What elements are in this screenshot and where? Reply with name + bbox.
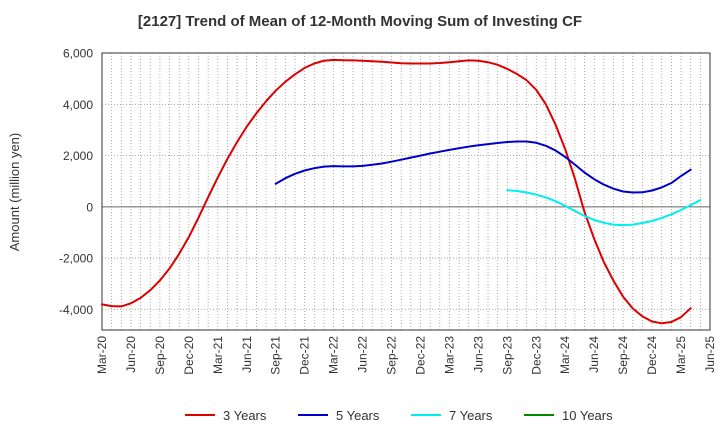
x-tick-label: Jun-23 — [471, 336, 485, 373]
x-tick-label: Jun-20 — [124, 336, 138, 373]
x-tick-label: Dec-20 — [182, 336, 196, 375]
y-axis-title: Amount (million yen) — [7, 133, 22, 252]
x-tick-label: Dec-24 — [645, 336, 659, 375]
x-tick-label: Mar-20 — [95, 336, 109, 374]
series-line-7-years — [506, 189, 702, 227]
legend-label-10-years: 10 Years — [562, 408, 613, 423]
y-tick-label: 4,000 — [63, 98, 93, 112]
x-tick-label: Mar-21 — [211, 336, 225, 374]
x-tick-label: Jun-25 — [703, 336, 717, 373]
x-tick-label: Jun-24 — [587, 336, 601, 373]
y-tick-label: -2,000 — [59, 252, 93, 266]
axis-layer: -4,000 -2,000 0 2,000 4,000 6,000 Mar-20 Jun-20… — [59, 47, 717, 375]
series-layer — [101, 58, 702, 325]
x-tick-label: Sep-24 — [616, 336, 630, 375]
x-tick-label: Mar-25 — [674, 336, 688, 374]
x-tick-label: Jun-21 — [240, 336, 254, 373]
y-tick-label: 2,000 — [63, 149, 93, 163]
x-tick-label: Dec-22 — [413, 336, 427, 375]
grid-layer — [102, 52, 710, 330]
x-tick-label: Sep-21 — [269, 336, 283, 375]
chart-title: [2127] Trend of Mean of 12-Month Moving … — [138, 13, 582, 30]
plot-frame — [101, 52, 711, 331]
x-tick-label: Mar-23 — [442, 336, 456, 374]
series-line-5-years — [274, 140, 692, 194]
legend-label-7-years: 7 Years — [449, 408, 493, 423]
y-tick-label: -4,000 — [59, 303, 93, 317]
legend-label-3-years: 3 Years — [223, 408, 267, 423]
x-tick-label: Sep-20 — [153, 336, 167, 375]
series-line-3-years — [101, 58, 692, 325]
x-tick-label: Jun-22 — [356, 336, 370, 373]
legend: 3 Years 5 Years 7 Years 10 Years — [185, 408, 613, 423]
y-tick-label: 6,000 — [63, 47, 93, 61]
x-tick-label: Sep-23 — [500, 336, 514, 375]
y-tick-label: 0 — [86, 200, 93, 214]
x-tick-label: Dec-21 — [298, 336, 312, 375]
x-tick-label: Mar-24 — [558, 336, 572, 374]
legend-label-5-years: 5 Years — [336, 408, 380, 423]
x-tick-label: Dec-23 — [529, 336, 543, 375]
x-tick-label: Sep-22 — [385, 336, 399, 375]
x-tick-label: Mar-22 — [327, 336, 341, 374]
